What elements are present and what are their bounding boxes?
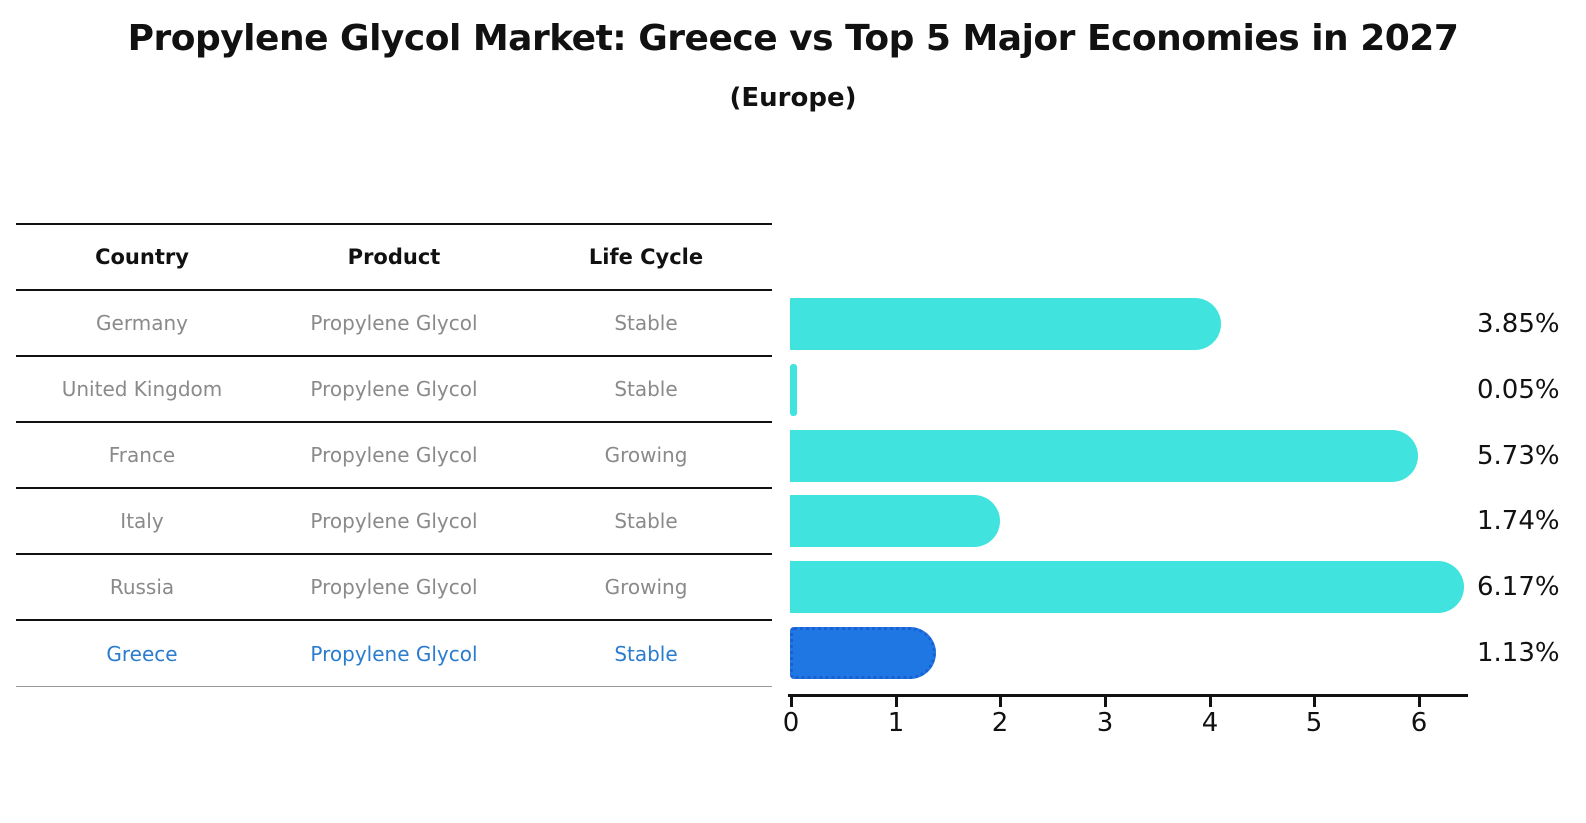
table-cell: Propylene Glycol <box>310 443 478 467</box>
x-axis-tick-label: 4 <box>1201 708 1219 738</box>
table-header-product: Product <box>347 245 441 269</box>
bar-france <box>790 430 1418 482</box>
table-cell: Growing <box>604 443 688 467</box>
table-cell: Stable <box>614 641 678 666</box>
x-axis-tick <box>1313 697 1316 707</box>
bar-italy <box>790 495 1000 547</box>
bar-value-label: 6.17% <box>1477 572 1560 602</box>
table-cell: Stable <box>614 311 678 335</box>
table-header-life-cycle: Life Cycle <box>588 245 704 269</box>
x-axis-tick-label: 1 <box>887 708 905 738</box>
x-axis-tick <box>1418 697 1421 707</box>
bar-greece <box>790 627 936 679</box>
table-cell: Russia <box>109 575 175 599</box>
table-cell: Propylene Glycol <box>310 377 478 401</box>
table-cell: Propylene Glycol <box>310 575 478 599</box>
table-header-country: Country <box>95 245 189 269</box>
table-row: United Kingdom Propylene Glycol Stable <box>16 357 772 423</box>
chart-title: Propylene Glycol Market: Greece vs Top 5… <box>127 18 1459 59</box>
bar-russia <box>790 561 1464 613</box>
table-body: Germany Propylene Glycol Stable United King… <box>16 291 772 687</box>
table-row: Italy Propylene Glycol Stable <box>16 489 772 555</box>
bar-value-label: 0.05% <box>1477 375 1560 405</box>
bar-value-label: 1.13% <box>1477 638 1560 668</box>
x-axis-tick-label: 5 <box>1305 708 1323 738</box>
bar-united-kingdom <box>790 364 797 416</box>
table-row: Greece Propylene Glycol Stable <box>16 621 772 687</box>
table-row: Germany Propylene Glycol Stable <box>16 291 772 357</box>
x-axis-tick <box>1209 697 1212 707</box>
table-header-row: Country Product Life Cycle <box>16 225 772 291</box>
table-cell: Stable <box>614 509 678 533</box>
table-cell: Propylene Glycol <box>310 311 478 335</box>
table-row: France Propylene Glycol Growing <box>16 423 772 489</box>
x-axis-line <box>788 694 1468 697</box>
x-axis-tick-label: 3 <box>1096 708 1114 738</box>
bar-value-label: 1.74% <box>1477 506 1560 536</box>
table-row: Russia Propylene Glycol Growing <box>16 555 772 621</box>
chart-subtitle: (Europe) <box>729 83 857 113</box>
table-cell: Growing <box>604 575 688 599</box>
x-axis-tick-label: 0 <box>782 708 800 738</box>
table-cell: Propylene Glycol <box>310 509 478 533</box>
table-cell: Propylene Glycol <box>310 641 478 666</box>
table-cell: Stable <box>614 377 678 401</box>
table-cell: France <box>108 443 176 467</box>
bar-value-label: 3.85% <box>1477 309 1560 339</box>
table-cell: Greece <box>106 641 178 666</box>
x-axis-tick-label: 2 <box>991 708 1009 738</box>
bar-germany <box>790 298 1221 350</box>
country-table: Country Product Life Cycle Germany Propyl… <box>16 223 772 687</box>
x-axis-tick <box>1104 697 1107 707</box>
table-cell: Italy <box>120 509 164 533</box>
x-axis-tick <box>999 697 1002 707</box>
table-cell: United Kingdom <box>61 377 223 401</box>
bar-value-label: 5.73% <box>1477 441 1560 471</box>
table-cell: Germany <box>96 311 188 335</box>
x-axis-tick-label: 6 <box>1410 708 1428 738</box>
x-axis-tick <box>895 697 898 707</box>
x-axis-tick <box>790 697 793 707</box>
